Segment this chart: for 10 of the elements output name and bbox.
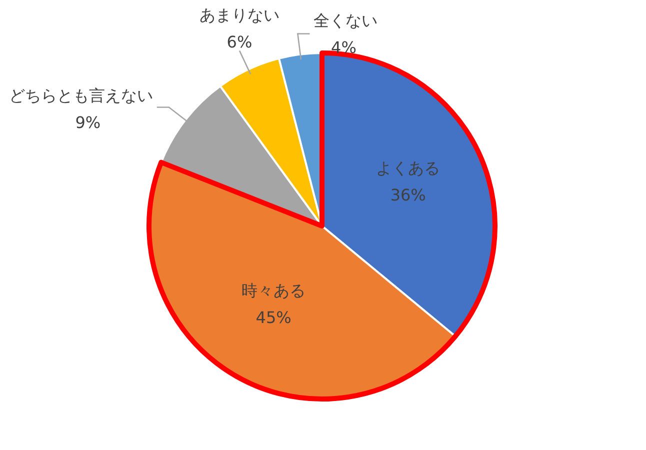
data-label: 9% [75,113,101,132]
slice-label: あまりない [200,6,280,25]
slice-label: 全くない [314,10,378,30]
data-label: 36% [390,185,426,204]
slice-label: よくある [376,158,440,178]
data-label: 6% [226,32,252,52]
data-label: 45% [256,308,292,327]
slice-label: どちらとも言えない [8,86,153,106]
slice-label: 時々ある [242,280,306,300]
data-label: 4% [331,38,356,57]
